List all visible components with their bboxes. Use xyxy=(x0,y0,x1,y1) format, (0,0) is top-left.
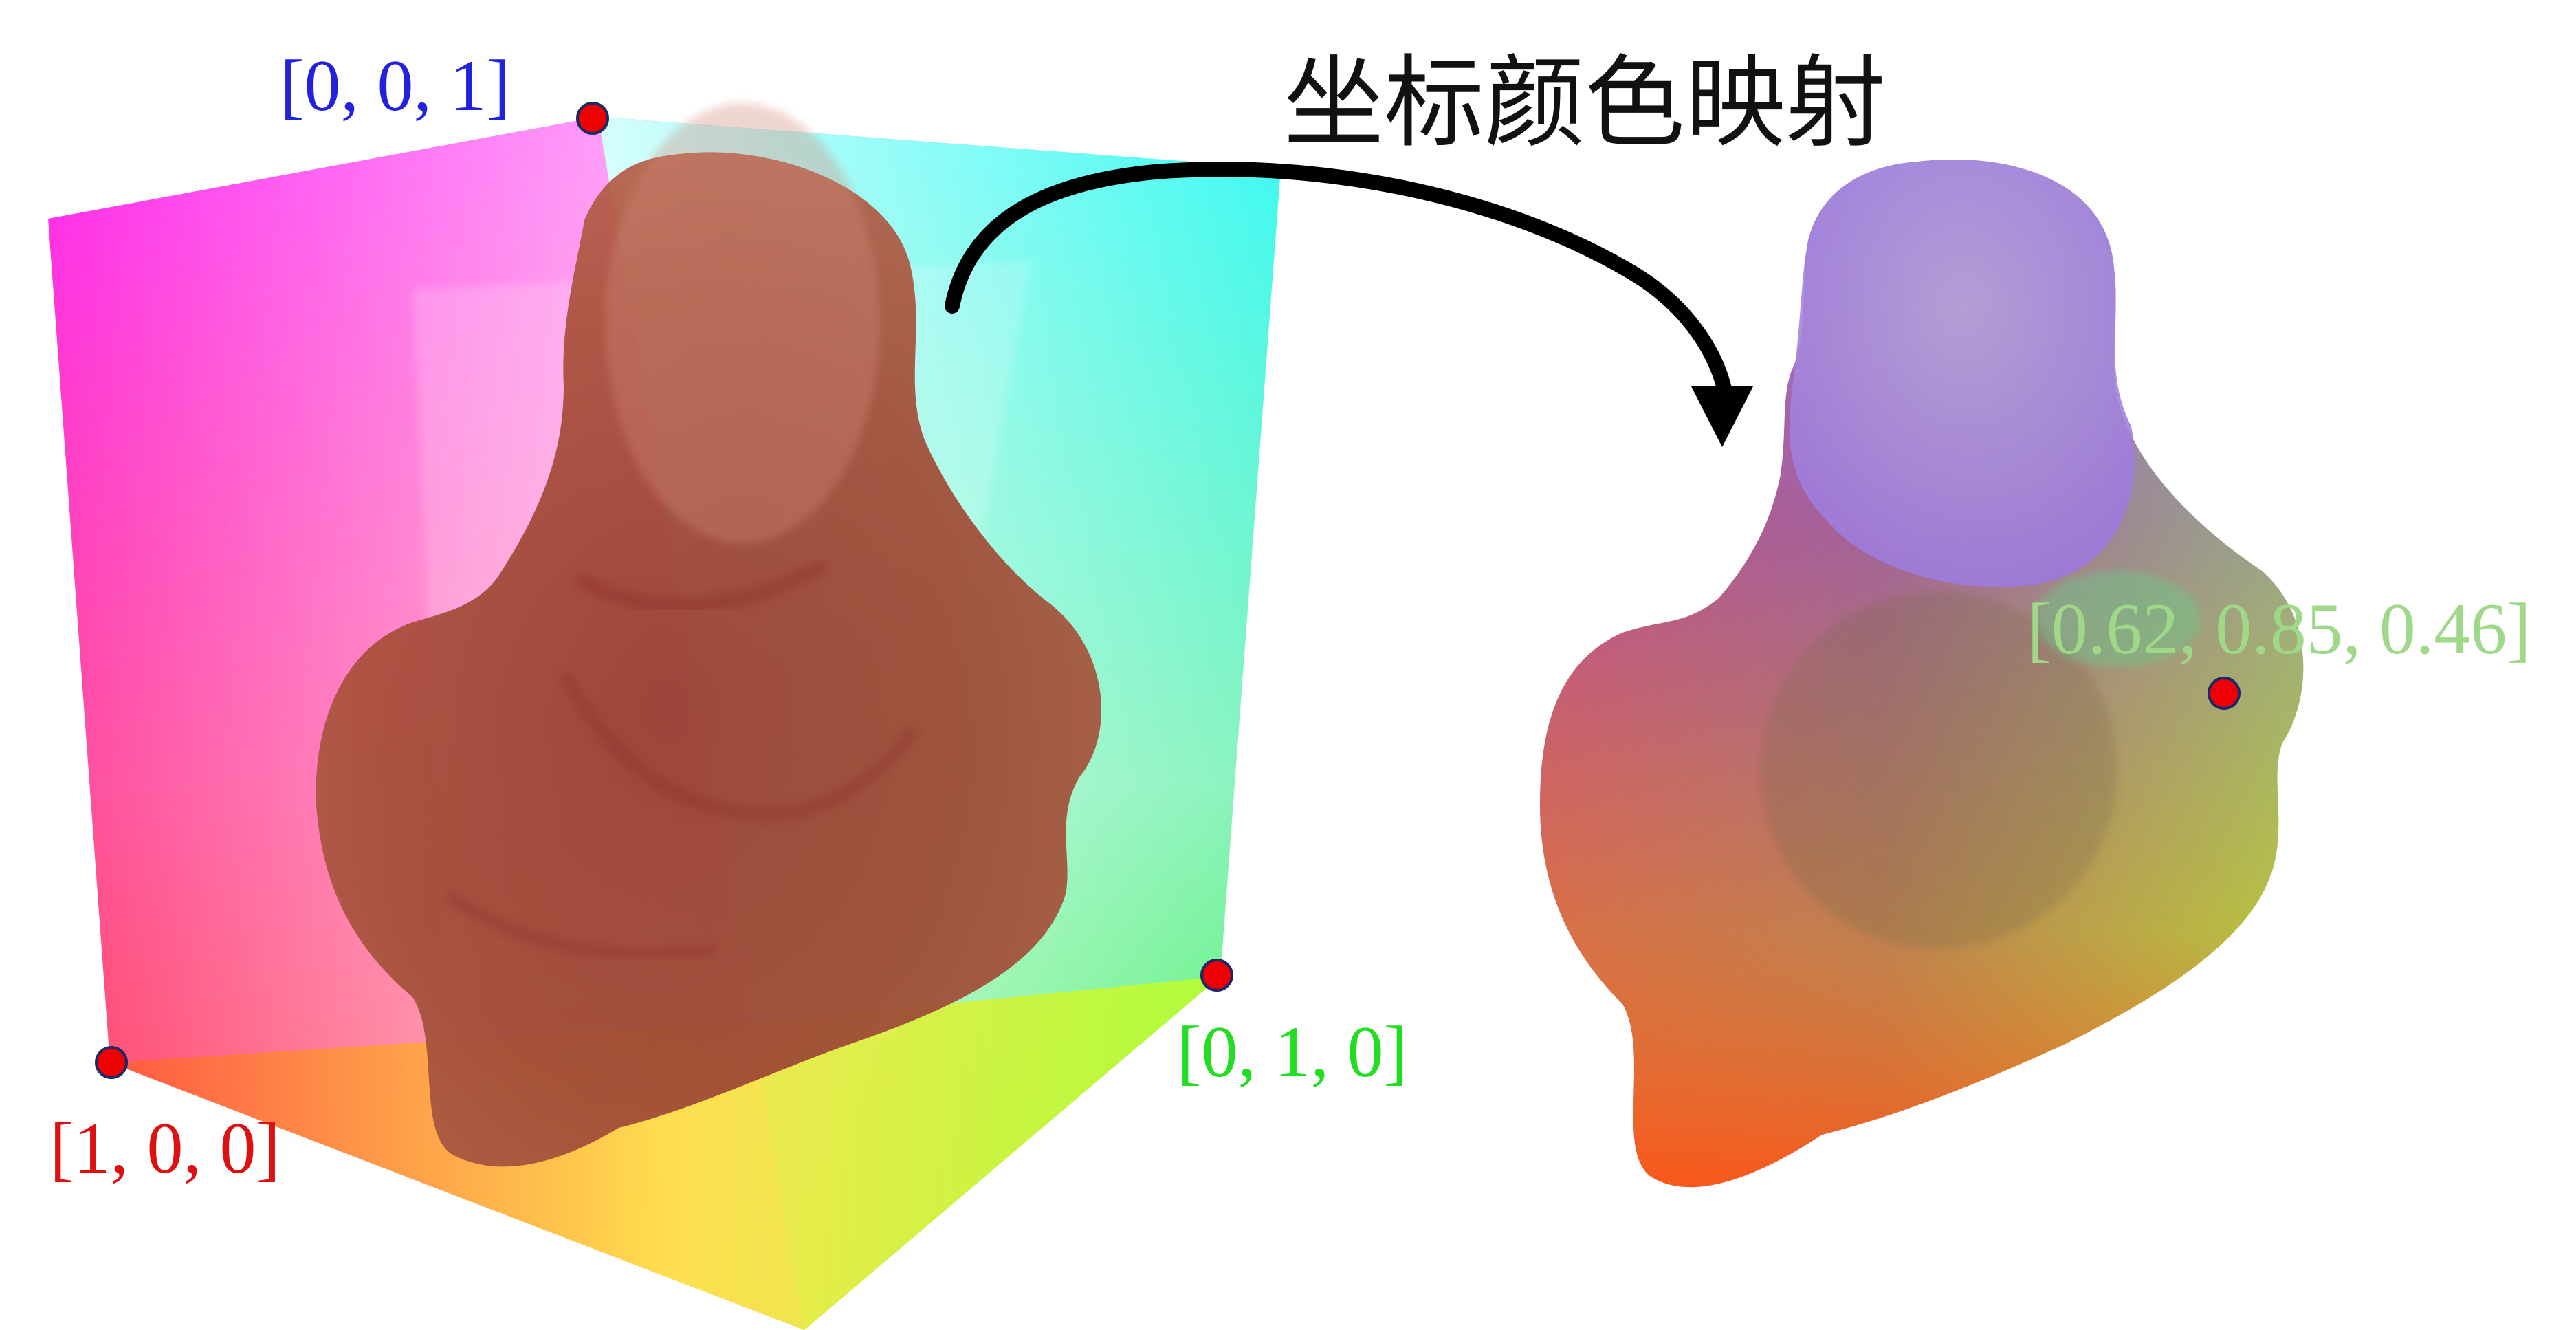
corner-marker-y: [0, 1, 0] xyxy=(1177,959,1408,1092)
original-mesh-head-highlight xyxy=(605,103,880,543)
corner-label-x: [1, 0, 0] xyxy=(49,1108,280,1188)
corner-label-y: [0, 1, 0] xyxy=(1177,1012,1408,1092)
color-mapped-mesh-head xyxy=(1789,160,2135,587)
sample-point-label: [0.62, 0.85, 0.46] xyxy=(2027,589,2531,669)
color-mapped-mesh-green-band xyxy=(2035,571,2200,667)
red-marker-dot xyxy=(95,1046,128,1079)
sample-point-marker: [0.62, 0.85, 0.46] xyxy=(2027,589,2531,710)
color-mapped-mesh xyxy=(1540,160,2304,1188)
mapping-arrow xyxy=(945,162,1753,447)
original-mesh xyxy=(316,103,1102,1167)
corner-label-z: [0, 0, 1] xyxy=(280,45,511,126)
mapping-arrow-shaft xyxy=(945,162,1733,403)
original-mesh-fold xyxy=(573,557,829,613)
cube-bottom-face xyxy=(110,977,1220,1330)
original-mesh-fold xyxy=(443,889,716,961)
color-mapped-mesh-core xyxy=(1760,591,2117,949)
original-mesh-fold xyxy=(558,671,920,821)
corner-marker-x: [1, 0, 0] xyxy=(49,1046,280,1188)
red-marker-dot xyxy=(2208,677,2241,710)
original-mesh-shading xyxy=(316,152,1102,1167)
diagram-title: 坐标颜色映射 xyxy=(1284,45,1886,162)
red-marker-dot xyxy=(1200,959,1233,992)
red-marker-dot xyxy=(576,102,609,135)
mapping-arrow-head xyxy=(1691,386,1753,447)
corner-marker-z: [0, 0, 1] xyxy=(280,45,609,135)
